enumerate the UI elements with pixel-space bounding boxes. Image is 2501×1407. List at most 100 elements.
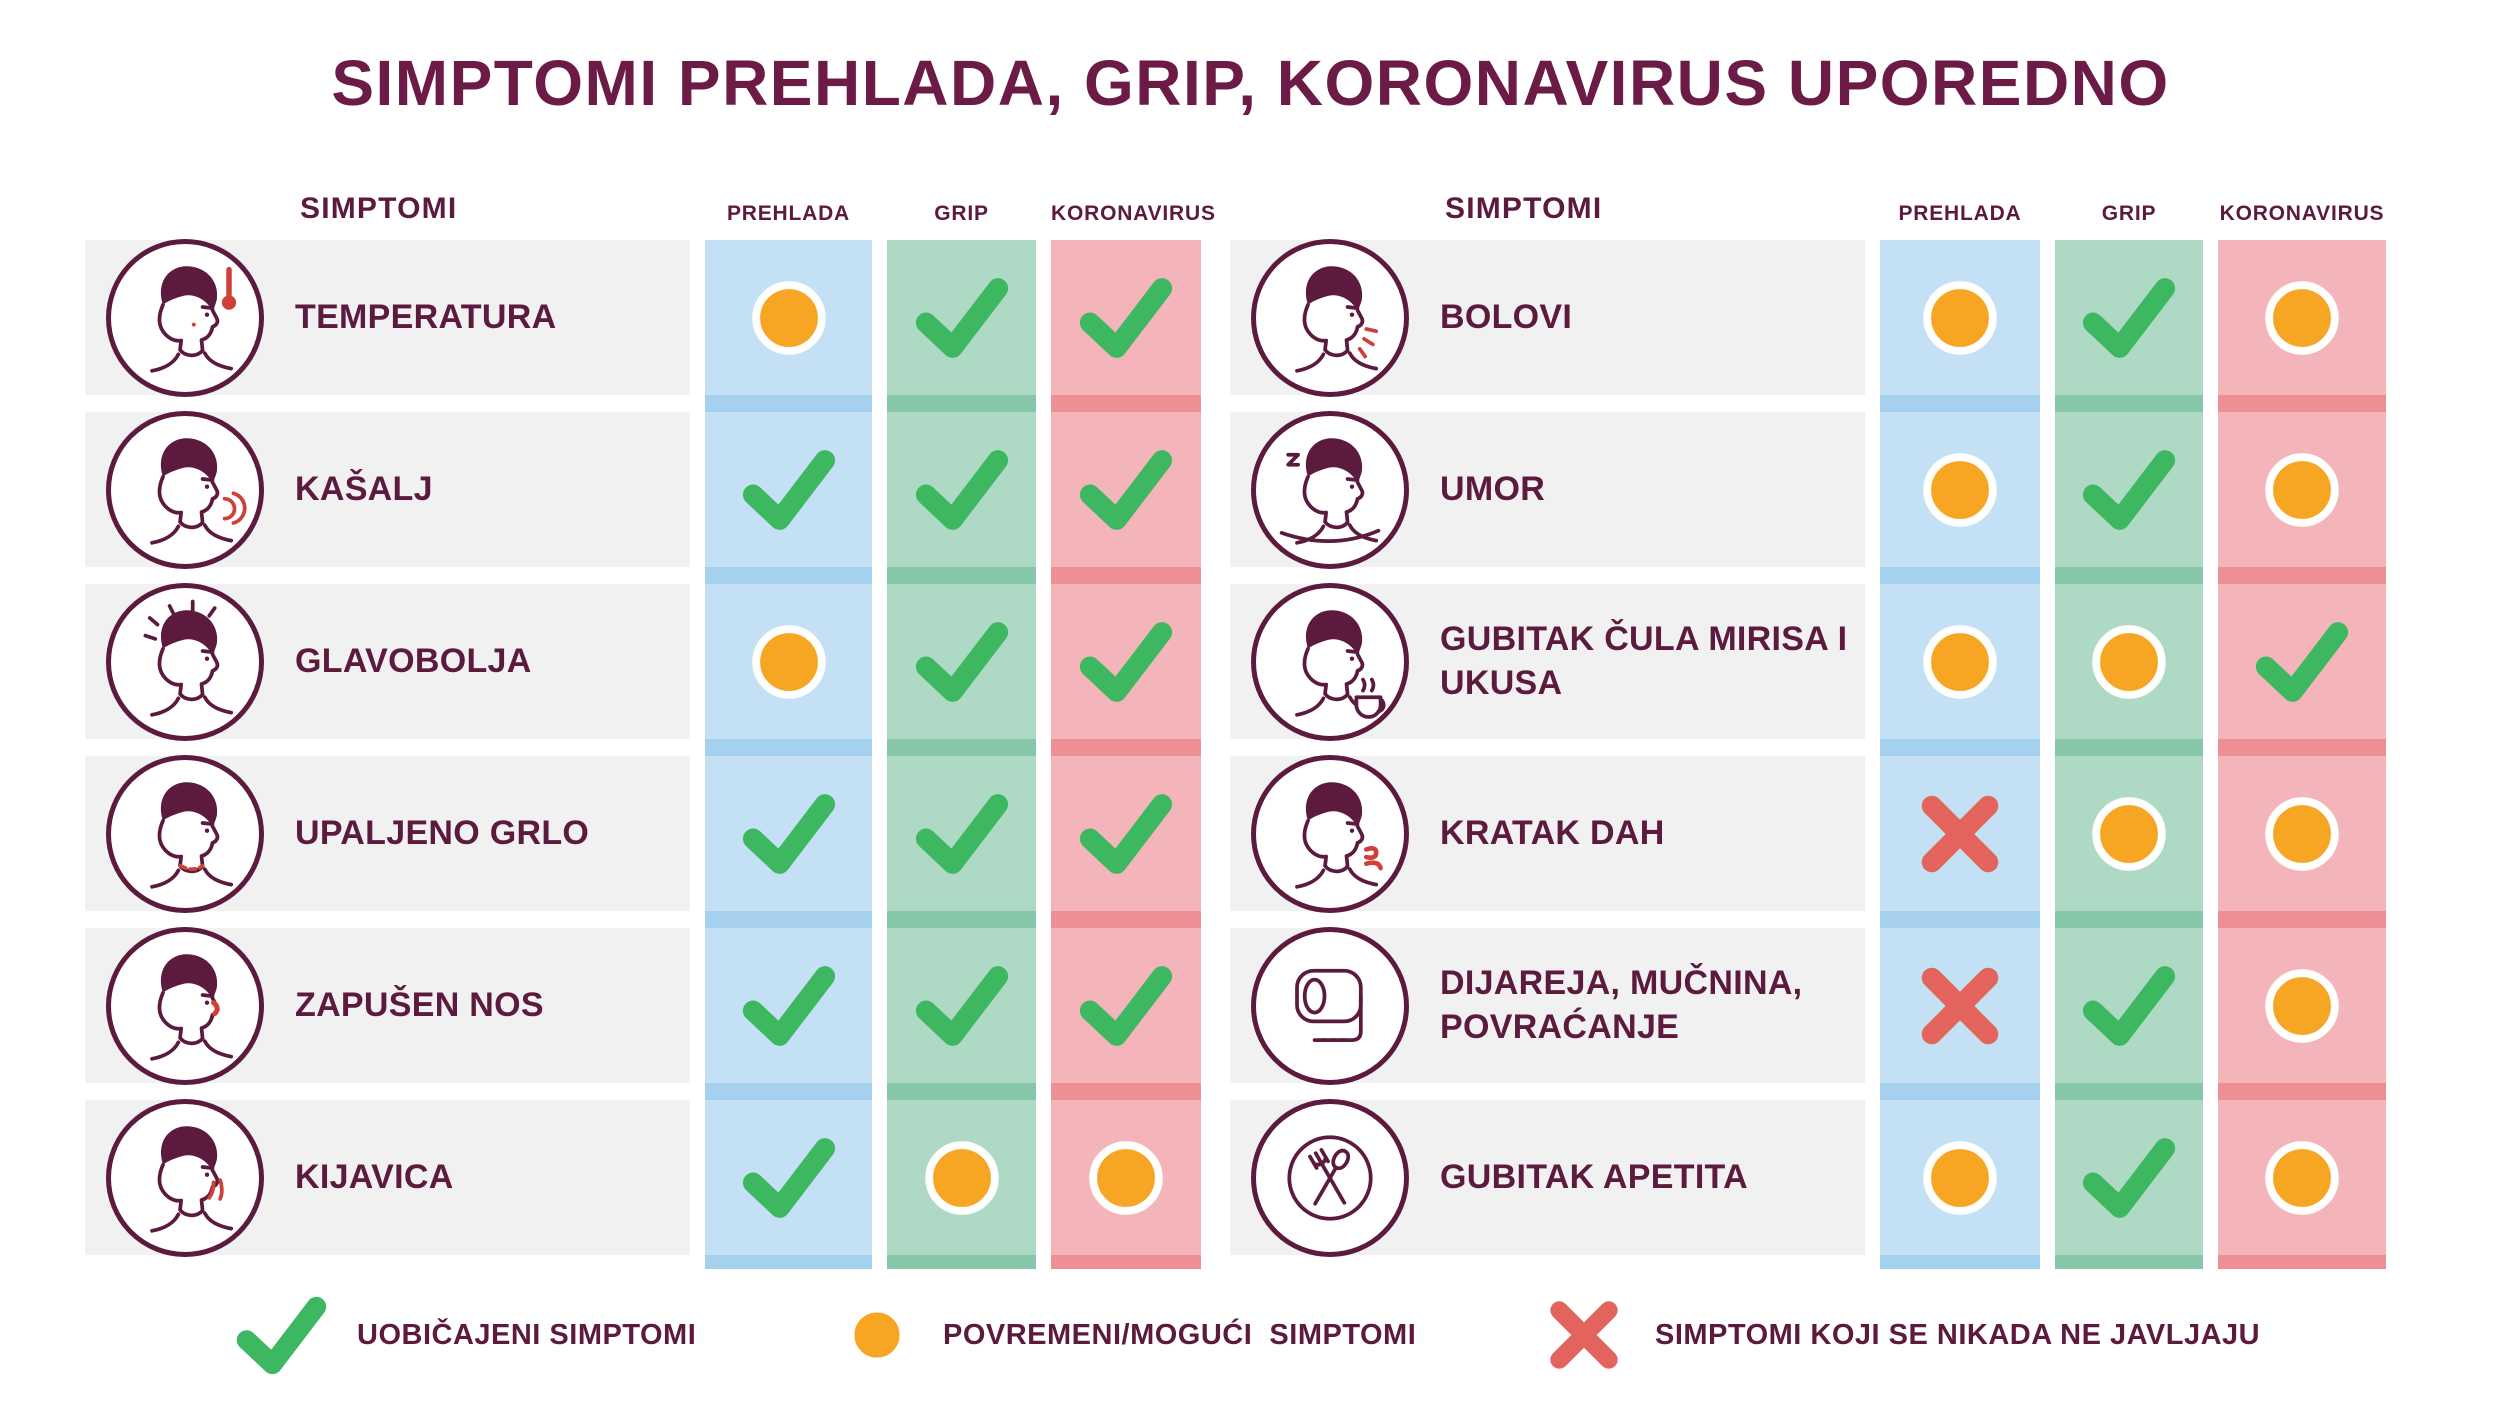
symptom-labelcell: UMOR [1230,410,1865,569]
dot-symbol [1076,1128,1176,1228]
dot-icon [2265,452,2339,527]
dot-icon [1923,452,1997,527]
dot-icon [1923,1140,1997,1215]
cold-cell [705,756,872,911]
dot-icon [1923,624,1997,699]
check-icon [1079,277,1173,358]
cross-icon [1550,1301,1618,1369]
symptom-icon-circle [1251,754,1409,913]
covid-cell [1051,240,1201,395]
check-icon [1079,965,1173,1046]
dot-icon [2265,968,2339,1043]
symptom-icon-circle [1251,926,1409,1085]
symptom-icon-circle [1251,410,1409,569]
flu-cell [2055,756,2203,911]
check-symbol [2079,440,2179,540]
symptom-label: BOLOVI [1440,297,1573,336]
symptom-labelcell: ZAPUŠEN NOS [85,926,690,1085]
check-icon [742,793,835,874]
check-symbol [2079,1128,2179,1228]
check-icon [742,449,835,530]
table-body: TEMPERATURA KAŠALJ GLAVOBOLJ [85,238,1201,1269]
flu-cell [887,240,1036,395]
dot-icon [2265,796,2339,871]
column-header-koronavirus: KORONAVIRUS [1051,202,1216,225]
covid-cell [2218,1100,2386,1255]
check-symbol [1076,784,1176,884]
runny-nose-face-icon [119,1112,251,1244]
cold-column-band [1880,240,2040,1269]
cross-symbol [1910,784,2010,884]
dot-icon [751,280,826,355]
check-icon [915,965,1008,1046]
covid-cell [2218,240,2386,395]
symptom-label: UPALJENO GRLO [295,813,590,852]
cold-cell [705,928,872,1083]
dot-symbol [2079,612,2179,712]
check-icon [2082,1137,2176,1218]
covid-cell [2218,756,2386,911]
dot-icon [751,624,826,699]
column-header-simptomi: SIMPTOMI [300,192,458,225]
check-icon [2082,449,2176,530]
cold-cell [1880,1100,2040,1255]
flu-cell [887,584,1036,739]
flu-column-band [887,240,1036,1269]
dot-icon [848,1306,906,1364]
cold-cell [705,1100,872,1255]
table-header: SIMPTOMI PREHLADA GRIP KORONAVIRUS [85,158,1216,240]
legend-label: UOBIČAJENI SIMPTOMI [357,1318,697,1351]
symptom-labelcell: GLAVOBOLJA [85,582,690,741]
check-icon [236,1296,327,1374]
symptom-icon-circle [1251,1098,1409,1257]
check-icon [915,793,1008,874]
stuffy-nose-face-icon [119,940,251,1072]
check-symbol [912,784,1012,884]
check-symbol [1076,440,1176,540]
symptom-label: UMOR [1440,469,1546,508]
check-symbol [739,440,839,540]
cold-cell [705,584,872,739]
dot-symbol [1910,268,2010,368]
cold-cell [1880,240,2040,395]
covid-column-band [2218,240,2386,1269]
check-icon [1079,793,1173,874]
headache-face-icon [119,596,251,728]
dot-icon [2265,280,2339,355]
symptom-labelcell: KRATAK DAH [1230,754,1865,913]
symptom-label: GUBITAK APETITA [1440,1157,1748,1196]
flu-cell [887,928,1036,1083]
dot-icon [1923,280,1997,355]
covid-cell [1051,928,1201,1083]
covid-cell [2218,928,2386,1083]
dot-symbol [1910,1128,2010,1228]
symptom-label: TEMPERATURA [295,297,557,336]
dot-icon [1089,1140,1163,1215]
dot-icon [2092,796,2166,871]
legend: UOBIČAJENI SIMPTOMI POVREMENI/MOGUĆI SIM… [0,1278,2501,1392]
covid-cell [2218,412,2386,567]
covid-cell [1051,1100,1201,1255]
cold-cell [705,412,872,567]
column-header-grip: GRIP [2101,202,2157,225]
covid-cell [1051,584,1201,739]
cross-symbol [1540,1291,1628,1379]
covid-cell [1051,412,1201,567]
check-symbol [233,1287,330,1384]
flu-cell [887,756,1036,911]
symptom-label: KRATAK DAH [1440,813,1665,852]
dot-symbol [2252,784,2352,884]
check-symbol [739,784,839,884]
legend-label: SIMPTOMI KOJI SE NIKADA NE JAVLJAJU [1655,1318,2261,1351]
cross-icon [1921,967,1999,1044]
legend-label: POVREMENI/MOGUĆI SIMPTOMI [943,1318,1417,1351]
column-header-prehlada: PREHLADA [1898,202,2022,225]
check-icon [2255,621,2349,702]
column-header-simptomi: SIMPTOMI [1445,192,1603,225]
flu-cell [887,1100,1036,1255]
symptom-label: GUBITAK ČULA MIRISA I UKUSA [1440,619,1848,702]
check-symbol [912,612,1012,712]
flu-cell [2055,928,2203,1083]
dot-symbol [739,268,839,368]
